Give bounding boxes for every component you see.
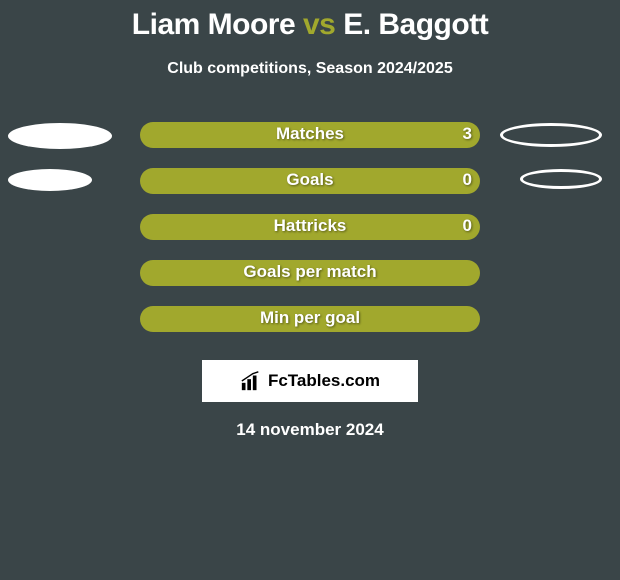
stat-label: Goals per match [140, 262, 480, 282]
stat-row: Matches3 [0, 122, 620, 168]
stat-bar: Hattricks0 [140, 214, 480, 240]
player1-name: Liam Moore [132, 8, 295, 41]
stat-row: Hattricks0 [0, 214, 620, 260]
stat-value-right: 0 [463, 170, 472, 190]
comparison-title: Liam Moore vs E. Baggott [0, 0, 620, 42]
stat-row: Goals per match [0, 260, 620, 306]
source-logo[interactable]: FcTables.com [202, 360, 418, 402]
player1-ellipse-icon [8, 169, 92, 191]
stat-row: Goals0 [0, 168, 620, 214]
stat-bar: Goals per match [140, 260, 480, 286]
chart-icon [240, 370, 262, 392]
stat-bar: Matches3 [140, 122, 480, 148]
vs-separator: vs [303, 8, 335, 41]
stat-row: Min per goal [0, 306, 620, 352]
player2-name: E. Baggott [343, 8, 488, 41]
stat-label: Goals [140, 170, 480, 190]
stat-label: Hattricks [140, 216, 480, 236]
stat-value-right: 3 [463, 124, 472, 144]
stats-container: Matches3Goals0Hattricks0Goals per matchM… [0, 122, 620, 352]
stat-label: Matches [140, 124, 480, 144]
player1-ellipse-icon [8, 123, 112, 149]
subtitle: Club competitions, Season 2024/2025 [0, 60, 620, 78]
player2-ellipse-icon [520, 169, 602, 189]
stat-bar: Min per goal [140, 306, 480, 332]
logo-text: FcTables.com [268, 371, 380, 391]
player2-ellipse-icon [500, 123, 602, 147]
snapshot-date: 14 november 2024 [0, 420, 620, 440]
stat-bar: Goals0 [140, 168, 480, 194]
stat-label: Min per goal [140, 308, 480, 328]
stat-value-right: 0 [463, 216, 472, 236]
